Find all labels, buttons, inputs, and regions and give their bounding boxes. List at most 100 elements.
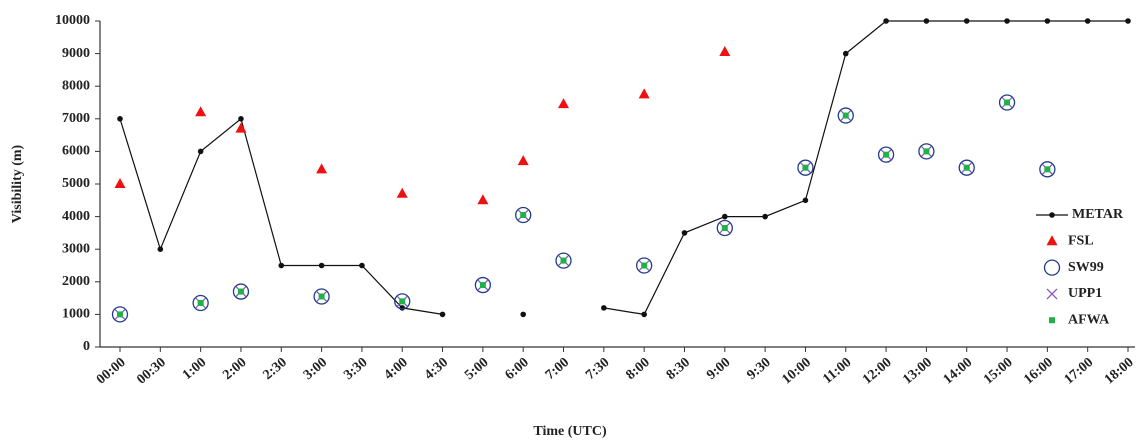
legend-marker bbox=[1049, 317, 1055, 324]
data-point bbox=[318, 262, 325, 269]
data-point bbox=[1039, 161, 1056, 178]
x-tick-label: 17:00 bbox=[1062, 355, 1097, 387]
data-point bbox=[439, 311, 446, 318]
data-point bbox=[197, 148, 204, 155]
series-line bbox=[603, 20, 1128, 316]
data-point bbox=[399, 298, 406, 305]
data-point bbox=[555, 252, 572, 269]
x-tick-label: 8:00 bbox=[623, 355, 652, 383]
data-point bbox=[958, 159, 975, 176]
data-point bbox=[232, 283, 250, 300]
data-point bbox=[877, 146, 895, 163]
x-tick-label: 6:00 bbox=[503, 355, 532, 383]
data-point bbox=[1004, 18, 1010, 24]
data-point bbox=[396, 187, 408, 198]
data-point bbox=[515, 206, 532, 224]
data-point bbox=[923, 18, 930, 24]
data-point bbox=[117, 311, 123, 318]
data-point bbox=[278, 262, 285, 269]
data-point bbox=[918, 143, 935, 160]
x-tick-label: 18:00 bbox=[1102, 355, 1137, 387]
data-point bbox=[998, 94, 1016, 111]
x-tick-label: 00:30 bbox=[134, 355, 169, 387]
x-tick-label: 10:00 bbox=[779, 355, 814, 387]
data-point bbox=[520, 211, 527, 218]
x-tick-label: 7:30 bbox=[583, 355, 612, 383]
data-point bbox=[762, 213, 768, 220]
data-point bbox=[923, 148, 930, 155]
x-tick-label: 9:00 bbox=[704, 355, 733, 383]
x-tick-label: 16:00 bbox=[1021, 355, 1056, 387]
data-point bbox=[474, 276, 492, 294]
data-point bbox=[316, 163, 328, 174]
data-point bbox=[1084, 18, 1091, 24]
data-point bbox=[195, 106, 207, 117]
data-point bbox=[114, 178, 126, 188]
y-tick-label: 4000 bbox=[62, 209, 90, 224]
legend-label: METAR bbox=[1072, 207, 1124, 222]
legend-marker bbox=[1046, 235, 1058, 246]
data-point bbox=[192, 294, 209, 312]
data-point bbox=[837, 107, 854, 124]
x-tick-label: 15:00 bbox=[981, 355, 1016, 387]
legend-label: FSL bbox=[1068, 234, 1094, 249]
data-point bbox=[716, 219, 733, 237]
legend-label: UPP1 bbox=[1068, 286, 1102, 301]
data-point bbox=[394, 293, 411, 310]
x-tick-label: 1:00 bbox=[180, 355, 209, 383]
data-point bbox=[1004, 99, 1011, 106]
data-point bbox=[638, 88, 650, 99]
x-tick-label: 2:00 bbox=[220, 355, 249, 383]
y-tick-label: 0 bbox=[83, 339, 90, 354]
data-point bbox=[399, 305, 406, 311]
data-point bbox=[238, 116, 244, 122]
x-tick-label: 4:30 bbox=[422, 355, 451, 383]
x-tick-label: 4:00 bbox=[382, 355, 411, 383]
y-tick-label: 1000 bbox=[62, 307, 90, 322]
x-tick-label: 3:30 bbox=[341, 355, 370, 383]
data-point bbox=[721, 225, 728, 232]
data-point bbox=[641, 262, 648, 269]
x-axis-label: Time (UTC) bbox=[533, 424, 607, 439]
data-point bbox=[477, 194, 489, 205]
y-axis-label: Visibility (m) bbox=[10, 144, 25, 223]
data-point bbox=[157, 246, 164, 252]
x-tick-label: 00:00 bbox=[94, 355, 129, 387]
x-tick-label: 8:30 bbox=[664, 355, 693, 383]
data-point bbox=[842, 112, 849, 119]
data-point bbox=[237, 288, 244, 295]
series-line bbox=[119, 117, 443, 315]
y-tick-label: 2000 bbox=[62, 274, 90, 289]
legend-marker bbox=[1049, 212, 1055, 218]
y-tick-label: 3000 bbox=[62, 241, 90, 256]
data-point bbox=[1044, 166, 1051, 173]
data-point bbox=[719, 45, 731, 56]
x-tick-label: 12:00 bbox=[860, 355, 895, 387]
data-point bbox=[883, 18, 889, 24]
x-tick-label: 13:00 bbox=[900, 355, 935, 387]
data-point bbox=[842, 50, 849, 57]
x-tick-label: 2:30 bbox=[261, 355, 290, 383]
x-tick-label: 9:30 bbox=[744, 355, 773, 383]
data-point bbox=[560, 257, 567, 264]
data-point bbox=[1125, 18, 1131, 24]
data-point bbox=[318, 293, 325, 300]
x-tick-label: 11:00 bbox=[820, 355, 854, 387]
x-tick-label: 3:00 bbox=[301, 355, 330, 383]
data-point bbox=[117, 116, 123, 122]
data-point bbox=[601, 305, 607, 311]
data-point bbox=[802, 197, 809, 204]
data-point bbox=[111, 306, 129, 323]
data-point bbox=[681, 230, 688, 236]
y-tick-label: 5000 bbox=[62, 176, 90, 191]
data-point bbox=[313, 288, 330, 305]
y-tick-label: 9000 bbox=[62, 46, 90, 61]
data-point bbox=[641, 311, 647, 318]
data-point bbox=[802, 164, 809, 171]
x-tick-label: 7:00 bbox=[543, 355, 572, 383]
data-point bbox=[797, 159, 814, 176]
legend-label: SW99 bbox=[1068, 260, 1104, 275]
legend-label: AFWA bbox=[1068, 312, 1110, 327]
legend-marker bbox=[1046, 288, 1058, 300]
